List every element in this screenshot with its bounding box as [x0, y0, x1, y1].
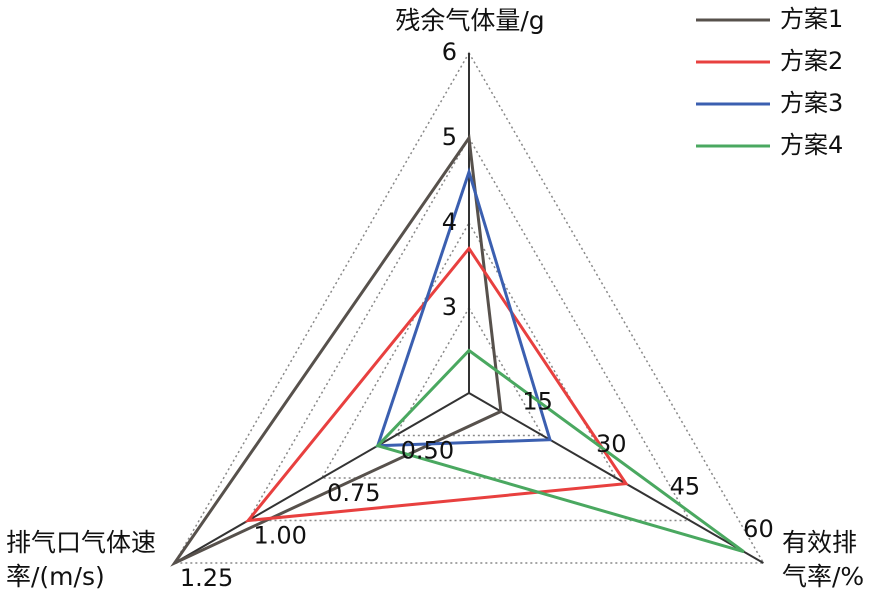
series-polygon: [375, 167, 552, 448]
grid-line: [394, 306, 544, 437]
grid-line: [320, 221, 618, 479]
legend-label: 方案4: [780, 131, 843, 159]
legend-label: 方案3: [780, 89, 843, 117]
grid-line: [246, 136, 692, 522]
tick-label: 6: [442, 38, 457, 66]
axis-title: 有效排气率/%: [782, 528, 865, 591]
legend-label: 方案1: [780, 5, 843, 33]
tick-label: 0.75: [327, 479, 380, 507]
tick-label: 1.25: [180, 564, 233, 592]
legend-label: 方案2: [780, 47, 843, 75]
axis-title: 排气口气体速率/(m/s): [6, 528, 157, 591]
tick-label: 45: [670, 473, 701, 501]
axis-line: [468, 392, 764, 564]
tick-label: 60: [743, 515, 774, 543]
tick-label: 1.00: [253, 522, 306, 550]
tick-label: 5: [442, 123, 457, 151]
tick-label: 15: [522, 388, 553, 416]
axis-line: [174, 392, 470, 564]
tick-label: 3: [442, 293, 457, 321]
series-polygon: [374, 348, 745, 554]
axis-title: 残余气体量/g: [395, 6, 545, 35]
series-polygon: [244, 245, 629, 523]
tick-label: 30: [596, 430, 627, 458]
tick-label: 0.50: [401, 437, 454, 465]
tick-label: 4: [442, 208, 457, 236]
